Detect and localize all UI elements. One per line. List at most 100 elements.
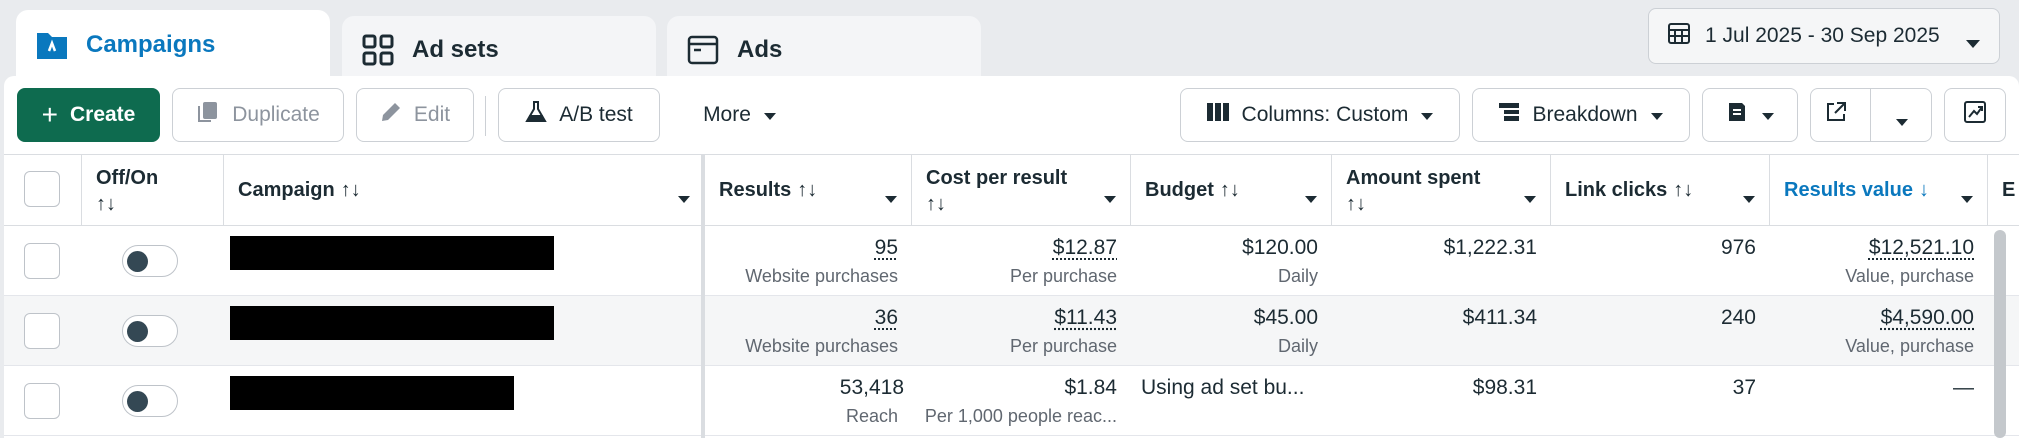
cost-per-result-type: Per purchase (1009, 266, 1117, 286)
edit-label: Edit (413, 103, 451, 126)
columns-button[interactable]: Columns: Custom (1180, 88, 1460, 142)
header-next-column[interactable]: E (1988, 155, 2019, 225)
sort-icon: ↑↓ (340, 179, 361, 201)
amount-spent: $411.34 (1462, 306, 1537, 329)
results-value-type: Value, purchase (1845, 336, 1974, 356)
results-value-amount[interactable]: $12,521.10 (1868, 236, 1974, 259)
results-type: Website purchases (745, 266, 898, 286)
tab-ads[interactable]: Ads (667, 16, 981, 84)
export-button[interactable] (1810, 88, 1932, 142)
header-value-label: Results value (1784, 179, 1913, 201)
header-results[interactable]: Results ↑↓ (705, 155, 912, 225)
chevron-down-icon[interactable] (1524, 187, 1536, 210)
results-value-amount: — (1953, 376, 1974, 399)
results-value-type: Value, purchase (1845, 266, 1974, 286)
breakdown-label: Breakdown (1532, 103, 1638, 126)
calendar-icon (1667, 21, 1691, 51)
split-divider (1870, 89, 1871, 141)
row-checkbox[interactable] (24, 383, 60, 419)
table-row[interactable]: 36 Website purchases $11.43 Per purchase… (4, 296, 2019, 366)
table-row[interactable]: 95 Website purchases $12.87 Per purchase… (4, 226, 2019, 296)
header-results-value[interactable]: Results value ↓ (1770, 155, 1988, 225)
sort-desc-icon: ↓ (1918, 179, 1929, 201)
columns-label: Columns: Custom (1241, 103, 1409, 126)
vertical-scrollbar[interactable] (1994, 230, 2006, 438)
toggle-knob (127, 321, 148, 342)
chevron-down-icon (763, 103, 777, 127)
sort-icon: ↑↓ (797, 179, 818, 201)
tab-campaigns[interactable]: Campaigns (16, 10, 330, 80)
campaign-toggle[interactable] (122, 315, 178, 347)
results-value: 53,418 (839, 376, 904, 399)
results-value[interactable]: 36 (874, 306, 898, 329)
campaign-toggle[interactable] (122, 245, 178, 277)
campaign-toggle[interactable] (122, 385, 178, 417)
reports-button[interactable] (1702, 88, 1798, 142)
more-label: More (703, 103, 751, 126)
duplicate-icon (196, 100, 220, 130)
create-label: Create (69, 103, 136, 126)
chevron-down-icon[interactable] (1961, 187, 1973, 210)
pencil-icon (380, 101, 402, 129)
cost-per-result[interactable]: $11.43 (1054, 306, 1117, 329)
header-amount-spent[interactable]: Amount spent ↑↓ (1332, 155, 1551, 225)
header-spent-label: Amount spent (1346, 167, 1481, 189)
results-type: Reach (845, 406, 898, 426)
results-value-amount[interactable]: $4,590.00 (1880, 306, 1974, 329)
toggle-knob (127, 391, 148, 412)
frozen-columns-divider[interactable] (701, 154, 705, 438)
chevron-down-icon[interactable] (1305, 187, 1317, 210)
date-range-picker[interactable]: 1 Jul 2025 - 30 Sep 2025 (1648, 8, 2000, 64)
header-results-label: Results (719, 179, 792, 201)
header-cpr-label: Cost per result (926, 167, 1068, 189)
ad-sets-grid-icon (360, 32, 396, 68)
tab-ad-sets[interactable]: Ad sets (342, 16, 656, 84)
chevron-down-icon[interactable] (678, 187, 690, 210)
row-checkbox[interactable] (24, 243, 60, 279)
chevron-down-icon (1420, 103, 1434, 127)
header-offon[interactable]: Off/On ↑↓ (82, 155, 224, 225)
edit-button[interactable]: Edit (356, 88, 474, 142)
export-icon (1825, 101, 1847, 129)
duplicate-button[interactable]: Duplicate (172, 88, 344, 142)
chevron-down-icon[interactable] (1104, 187, 1116, 210)
ab-test-button[interactable]: A/B test (498, 88, 660, 142)
amount-spent: $98.31 (1472, 376, 1537, 399)
redacted-campaign-name (230, 306, 554, 340)
duplicate-label: Duplicate (232, 103, 320, 126)
columns-icon (1206, 102, 1230, 128)
results-value[interactable]: 95 (874, 236, 898, 259)
chevron-down-icon[interactable] (1743, 187, 1755, 210)
create-button[interactable]: + Create (17, 88, 160, 142)
campaigns-folder-icon (34, 27, 70, 63)
charts-button[interactable] (1944, 88, 2006, 142)
cost-per-result-type: Per 1,000 people reac... (924, 406, 1117, 426)
header-budget[interactable]: Budget ↑↓ (1131, 155, 1332, 225)
tab-label: Campaigns (86, 31, 216, 58)
toolbar-divider (485, 96, 486, 136)
chevron-down-icon (1965, 31, 1981, 55)
header-link-clicks[interactable]: Link clicks ↑↓ (1551, 155, 1770, 225)
budget-value[interactable]: Using ad set bu... (1141, 376, 1305, 399)
select-all-checkbox[interactable] (24, 171, 60, 207)
amount-spent: $1,222.31 (1443, 236, 1537, 259)
chevron-down-icon[interactable] (885, 187, 897, 210)
campaigns-panel: + Create Duplicate Edit A/B test More (4, 76, 2019, 438)
budget-type: Daily (1277, 266, 1318, 286)
more-button[interactable]: More (676, 88, 804, 142)
header-cost-per-result[interactable]: Cost per result ↑↓ (912, 155, 1131, 225)
budget-value: $45.00 (1253, 306, 1318, 329)
chevron-down-icon (1650, 103, 1664, 127)
table-row[interactable]: 53,418 Reach $1.84 Per 1,000 people reac… (4, 366, 2019, 436)
header-budget-label: Budget (1145, 179, 1214, 201)
header-clicks-label: Link clicks (1565, 179, 1668, 201)
cost-per-result: $1.84 (1064, 376, 1117, 399)
row-checkbox[interactable] (24, 313, 60, 349)
header-campaign[interactable]: Campaign ↑↓ (224, 155, 705, 225)
cost-per-result[interactable]: $12.87 (1052, 236, 1117, 259)
chevron-down-icon (1761, 103, 1775, 127)
chevron-down-icon (1895, 109, 1909, 133)
sort-icon: ↑↓ (96, 193, 116, 215)
header-offon-label: Off/On (96, 167, 159, 189)
breakdown-button[interactable]: Breakdown (1472, 88, 1690, 142)
